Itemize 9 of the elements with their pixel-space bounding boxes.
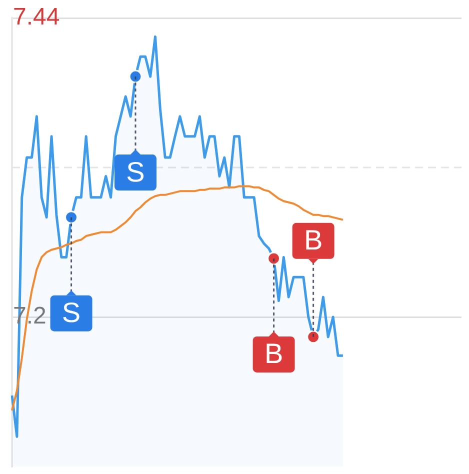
point — [267, 252, 281, 266]
point — [128, 70, 142, 84]
point — [306, 330, 320, 344]
y-tick-label: 7.44 — [13, 4, 60, 31]
point — [64, 210, 78, 224]
annotation: B — [304, 224, 323, 256]
annotation: B — [264, 338, 284, 370]
annotation: S — [62, 297, 81, 328]
annotation: S — [126, 156, 145, 188]
